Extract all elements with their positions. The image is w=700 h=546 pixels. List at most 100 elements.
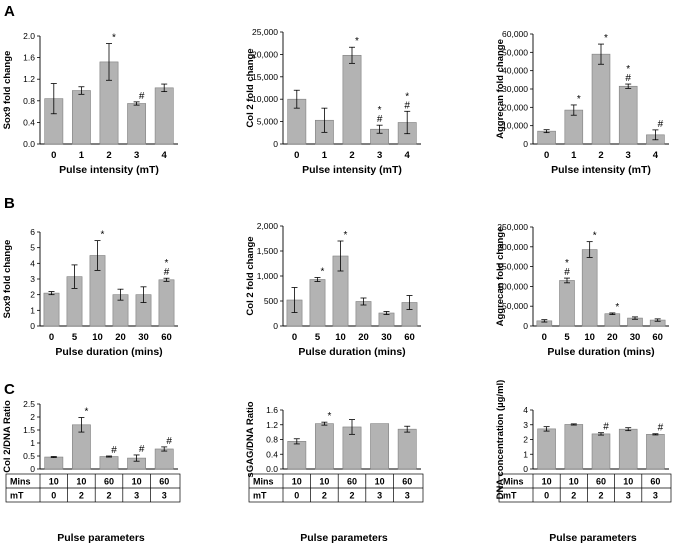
y-tick-label: 20,000 [252, 49, 278, 59]
table-header-mt: mT [503, 491, 517, 501]
significance-asterisk: * [604, 33, 608, 44]
y-axis-label: Col 2 fold change [245, 48, 256, 127]
y-tick-label: 10,000 [502, 121, 528, 131]
significance-hash: # [658, 119, 664, 130]
y-tick-label: 1.6 [266, 405, 278, 415]
table-cell-mt: 2 [598, 491, 603, 501]
y-tick-label: 60,000 [502, 29, 528, 39]
x-tick-label: 4 [405, 150, 411, 161]
y-axis-label: Sox9 fold change [2, 240, 13, 319]
table-cell-mins: 60 [347, 477, 357, 487]
table-cell-mins: 10 [132, 477, 142, 487]
x-tick-label: 30 [630, 332, 641, 343]
x-tick-label: 2 [106, 150, 111, 161]
y-tick-label: 0.8 [23, 96, 35, 106]
y-tick-label: 1.6 [23, 53, 35, 63]
y-tick-label: 2.0 [23, 31, 35, 41]
x-axis-label: Pulse intensity (mT) [59, 164, 159, 176]
table-cell-mins: 10 [292, 477, 302, 487]
x-axis-label: Pulse intensity (mT) [302, 164, 402, 176]
x-tick-label: 0 [544, 150, 549, 161]
chart-c1: 0 0.5 1 1.5 2 2.5 * # # # Col 2/DNA Ratio Mins mT 10 0… [2, 399, 181, 544]
table-header-mins: Mins [253, 477, 274, 487]
parameters-table: Mins mT 10 0 10 2 60 2 10 3 60 3 [5, 473, 181, 503]
table-cell-mt: 3 [626, 491, 631, 501]
y-axis-label: Aggrecan fold change [495, 227, 506, 327]
bar [537, 130, 556, 145]
y-tick-label: 1.5 [23, 425, 35, 435]
y-tick-label: 100,000 [497, 281, 528, 291]
x-tick-label: 10 [335, 332, 346, 343]
bar [342, 54, 362, 145]
bar [397, 428, 417, 470]
y-tick-label: 0 [523, 464, 528, 474]
significance-asterisk: * [355, 36, 359, 47]
bar [618, 428, 638, 470]
table-cell-mt: 3 [377, 491, 382, 501]
table-cell-mt: 2 [322, 491, 327, 501]
y-tick-label: 20,000 [502, 102, 528, 112]
table-cell-mins: 10 [569, 477, 579, 487]
table-cell-mt: 3 [405, 491, 410, 501]
table-cell-mins: 60 [402, 477, 412, 487]
y-tick-label: 2 [523, 435, 528, 445]
y-tick-label: 30,000 [502, 84, 528, 94]
table-cell-mins: 10 [375, 477, 385, 487]
bar [370, 423, 390, 470]
panel-label-b: B [4, 195, 15, 212]
significance-hash: # [164, 267, 170, 278]
panel-label-a: A [4, 3, 15, 20]
y-axis-label: sGAG/DNA Ratio [245, 401, 256, 477]
significance-asterisk: * [378, 105, 382, 116]
y-tick-label: 0 [273, 321, 278, 331]
y-tick-label: 40,000 [502, 66, 528, 76]
y-axis-label: Col 2 fold change [245, 236, 256, 315]
y-tick-label: 0 [273, 139, 278, 149]
y-tick-label: 1.2 [266, 420, 278, 430]
significance-hash: # [139, 444, 145, 455]
parameters-table: Mins mT 10 0 10 2 60 2 10 3 60 3 [498, 473, 672, 503]
x-axis-label: Pulse duration (mins) [547, 346, 654, 358]
y-tick-label: 500 [264, 296, 278, 306]
y-tick-label: 4 [523, 405, 528, 415]
parameters-table: Mins mT 10 0 10 2 60 2 10 3 60 3 [248, 473, 424, 503]
x-tick-label: 20 [607, 332, 618, 343]
table-header-mins: Mins [503, 477, 524, 487]
y-tick-label: 1 [523, 449, 528, 459]
significance-asterisk: * [165, 258, 169, 269]
x-tick-label: 2 [598, 150, 603, 161]
x-tick-label: 0 [294, 150, 299, 161]
significance-hash: # [564, 267, 570, 278]
bar [44, 456, 64, 470]
x-axis-label: Pulse parameters [549, 532, 637, 544]
bar [154, 87, 174, 145]
x-tick-label: 1 [571, 150, 577, 161]
x-tick-label: 0 [542, 332, 547, 343]
table-cell-mt: 2 [571, 491, 576, 501]
bar [591, 53, 611, 145]
x-tick-label: 0 [51, 150, 56, 161]
table-cell-mins: 10 [623, 477, 633, 487]
table-cell-mins: 60 [104, 477, 114, 487]
table-cell-mins: 10 [76, 477, 86, 487]
y-tick-label: 2,000 [257, 221, 279, 231]
y-tick-label: 0.0 [266, 464, 278, 474]
table-cell-mt: 2 [79, 491, 84, 501]
x-tick-label: 3 [134, 150, 139, 161]
table-header-mt: mT [253, 491, 267, 501]
significance-asterisk: * [321, 267, 325, 278]
x-axis-label: Pulse duration (mins) [298, 346, 405, 358]
x-tick-label: 60 [404, 332, 415, 343]
y-axis-label: Aggrecan fold change [495, 39, 506, 139]
y-axis-label: Sox9 fold change [2, 51, 13, 130]
y-tick-label: 0.5 [23, 451, 35, 461]
bar [537, 428, 556, 470]
table-cell-mt: 0 [51, 491, 56, 501]
significance-asterisk: * [593, 231, 597, 242]
bar [314, 423, 334, 470]
bar [287, 441, 307, 470]
y-tick-label: 0 [30, 464, 35, 474]
x-tick-label: 20 [115, 332, 126, 343]
bar [604, 313, 621, 327]
